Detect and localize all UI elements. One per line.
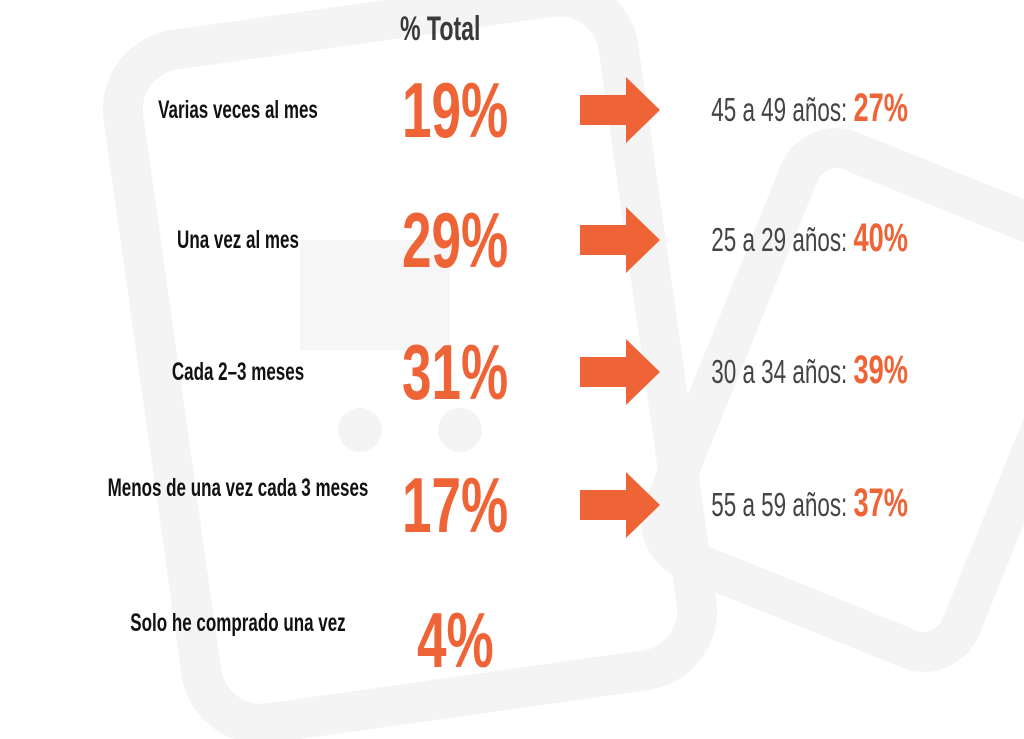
header-title-text: % Total: [399, 10, 481, 48]
row-total: 4%: [355, 600, 555, 680]
arrow-shape: [580, 207, 660, 273]
row-detail-value: 39%: [853, 348, 909, 392]
row-label-text: Cada 2–3 meses: [171, 358, 305, 386]
row-label-text: Una vez al mes: [177, 226, 299, 254]
row-detail-text: 25 a 29 años:: [711, 221, 848, 258]
row-detail-value: 27%: [853, 86, 909, 130]
row-detail: 55 a 59 años: 37%: [640, 483, 980, 525]
header-title: % Total: [340, 10, 540, 49]
row-total-text: 4%: [416, 596, 494, 684]
row-detail-text: 55 a 59 años:: [711, 486, 848, 523]
row-detail: 25 a 29 años: 40%: [640, 218, 980, 260]
row-detail: 45 a 49 años: 27%: [640, 88, 980, 130]
row-total-text: 29%: [401, 196, 509, 284]
row-label: Una vez al mes: [28, 223, 328, 257]
row-label: Solo he comprado una vez: [28, 606, 345, 640]
row-detail-text: 30 a 34 años:: [711, 353, 848, 390]
arrow: [580, 472, 660, 538]
row-total-text: 19%: [401, 66, 509, 154]
row-detail-wrap: 55 a 59 años: 37%: [712, 483, 909, 525]
row-total: 29%: [355, 200, 555, 280]
row-detail-text: 45 a 49 años:: [711, 91, 848, 128]
row-label: Menos de una vez cada 3 meses: [28, 471, 369, 505]
row-detail-value: 40%: [853, 216, 909, 260]
row-detail-value: 37%: [853, 481, 909, 525]
row-total: 17%: [355, 465, 555, 545]
arrow-shape: [580, 472, 660, 538]
row-label: Varias veces al mes: [28, 93, 328, 127]
row-label: Cada 2–3 meses: [28, 355, 328, 389]
row-detail-wrap: 30 a 34 años: 39%: [712, 350, 909, 392]
arrow: [580, 77, 660, 143]
row-total-text: 31%: [401, 328, 509, 416]
arrow-shape: [580, 77, 660, 143]
row-detail-wrap: 25 a 29 años: 40%: [712, 218, 909, 260]
arrow: [580, 339, 660, 405]
row-detail-wrap: 45 a 49 años: 27%: [712, 88, 909, 130]
row-total: 19%: [355, 70, 555, 150]
row-total-text: 17%: [401, 461, 509, 549]
arrow: [580, 207, 660, 273]
row-label-text: Varias veces al mes: [158, 96, 318, 124]
row-total: 31%: [355, 332, 555, 412]
row-label-text: Solo he comprado una vez: [130, 609, 346, 637]
row-detail: 30 a 34 años: 39%: [640, 350, 980, 392]
row-label-text: Menos de una vez cada 3 meses: [107, 474, 369, 502]
arrow-shape: [580, 339, 660, 405]
